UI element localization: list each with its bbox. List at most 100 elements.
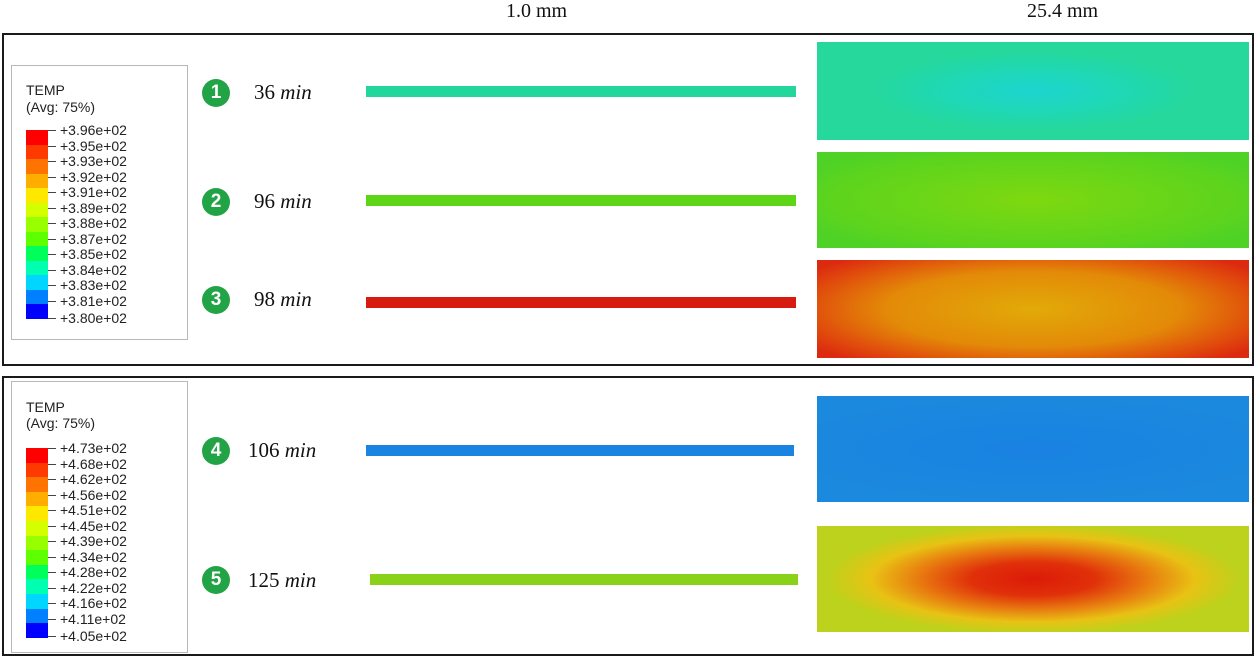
time-value: 98 bbox=[254, 287, 275, 311]
legend-swatch bbox=[26, 462, 48, 478]
legend-value: +3.81e+02 bbox=[60, 292, 127, 309]
legend-value: +4.68e+02 bbox=[60, 455, 127, 472]
legend-value: +4.62e+02 bbox=[60, 471, 127, 487]
time-label: 96 min bbox=[254, 189, 312, 214]
legend-tick bbox=[48, 525, 56, 527]
legend-tick bbox=[48, 587, 56, 589]
legend-swatch bbox=[26, 594, 48, 609]
legend-tick bbox=[48, 285, 56, 286]
panel-top: TEMP (Avg: 75%) +3.96e+02 bbox=[2, 33, 1254, 366]
legend-swatch bbox=[26, 202, 48, 218]
legend-swatch bbox=[26, 173, 48, 189]
legend-swatch bbox=[26, 448, 48, 463]
legend-tick bbox=[48, 494, 56, 496]
legend-swatch bbox=[26, 231, 48, 247]
legend-swatch bbox=[26, 217, 48, 232]
legend-value: +3.91e+02 bbox=[60, 184, 127, 200]
legend-swatch bbox=[26, 535, 48, 551]
legend-tick bbox=[48, 510, 56, 511]
legend-tick bbox=[48, 556, 56, 558]
legend-swatch bbox=[26, 506, 48, 522]
legend-swatch bbox=[26, 159, 48, 174]
time-value: 106 bbox=[248, 438, 280, 462]
step-badge: 2 bbox=[202, 188, 230, 216]
legend-tick bbox=[48, 223, 56, 224]
legend-title: TEMP bbox=[26, 399, 65, 415]
legend-tick bbox=[48, 463, 56, 465]
legend-swatch bbox=[26, 579, 48, 595]
legend-swatch bbox=[26, 564, 48, 580]
time-label: 125 min bbox=[248, 568, 316, 593]
legend-top: TEMP (Avg: 75%) +3.96e+02 bbox=[11, 65, 188, 340]
legend-tick bbox=[48, 572, 56, 573]
legend-value: +4.11e+02 bbox=[60, 610, 126, 627]
legend-color-scale bbox=[26, 448, 48, 639]
legend-value: +3.83e+02 bbox=[60, 277, 127, 293]
step-badge: 5 bbox=[202, 566, 230, 594]
legend-title: TEMP bbox=[26, 82, 65, 98]
time-value: 96 bbox=[254, 189, 275, 213]
thin-plate-bar bbox=[366, 86, 796, 97]
legend-swatch bbox=[26, 304, 48, 319]
legend-value: +4.34e+02 bbox=[60, 548, 127, 565]
legend-tick bbox=[48, 300, 56, 302]
legend-color-scale bbox=[26, 130, 48, 319]
legend-swatch bbox=[26, 491, 48, 507]
header-thick: 25.4 mm bbox=[1027, 0, 1099, 22]
time-label: 98 min bbox=[254, 287, 312, 312]
thick-plate-contour bbox=[817, 152, 1249, 248]
legend-value: +3.92e+02 bbox=[60, 168, 127, 185]
legend-tick bbox=[48, 479, 56, 480]
legend-value: +3.85e+02 bbox=[60, 246, 127, 262]
step-badge: 1 bbox=[202, 79, 230, 107]
legend-tick bbox=[48, 448, 56, 449]
legend-value: +3.95e+02 bbox=[60, 137, 127, 154]
legend-value: +3.89e+02 bbox=[60, 199, 127, 216]
time-label: 106 min bbox=[248, 438, 316, 463]
legend-value: +3.96e+02 bbox=[60, 122, 127, 138]
thin-plate-bar bbox=[366, 445, 794, 456]
legend-tick bbox=[48, 636, 56, 637]
legend-swatch bbox=[26, 275, 48, 290]
legend-value: +3.87e+02 bbox=[60, 230, 127, 247]
step-badge: 3 bbox=[202, 286, 230, 314]
legend-value: +4.16e+02 bbox=[60, 595, 127, 611]
time-value: 36 bbox=[254, 80, 275, 104]
time-unit: min bbox=[280, 287, 312, 311]
legend-tick bbox=[48, 603, 56, 604]
legend-swatch bbox=[26, 260, 48, 276]
legend-swatch bbox=[26, 188, 48, 203]
thin-plate-bar bbox=[366, 195, 796, 206]
step-badge: 4 bbox=[202, 437, 230, 465]
time-value: 125 bbox=[248, 568, 280, 592]
thick-plate-contour bbox=[817, 526, 1249, 632]
legend-value: +4.73e+02 bbox=[60, 440, 127, 456]
legend-value: +4.56e+02 bbox=[60, 486, 127, 503]
legend-value: +3.80e+02 bbox=[60, 310, 127, 326]
legend-swatch bbox=[26, 521, 48, 536]
legend-swatch bbox=[26, 246, 48, 261]
legend-swatch bbox=[26, 130, 48, 145]
legend-swatch bbox=[26, 477, 48, 493]
legend-value: +4.22e+02 bbox=[60, 579, 127, 596]
thin-plate-bar bbox=[366, 297, 796, 308]
time-unit: min bbox=[280, 80, 312, 104]
legend-value: +4.05e+02 bbox=[60, 628, 127, 644]
panel-bottom: TEMP (Avg: 75%) +4.73e+02 bbox=[2, 376, 1254, 656]
legend-bottom: TEMP (Avg: 75%) +4.73e+02 bbox=[11, 381, 188, 653]
legend-tick bbox=[48, 618, 56, 620]
legend-swatch bbox=[26, 144, 48, 160]
thin-plate-bar bbox=[370, 574, 798, 585]
legend-swatch bbox=[26, 608, 48, 624]
legend-value: +3.84e+02 bbox=[60, 261, 127, 278]
time-unit: min bbox=[280, 189, 312, 213]
legend-value: +4.28e+02 bbox=[60, 564, 127, 580]
time-unit: min bbox=[284, 568, 317, 592]
legend-tick bbox=[48, 238, 56, 240]
legend-tick bbox=[48, 318, 56, 319]
legend-tick bbox=[48, 145, 56, 147]
time-label: 36 min bbox=[254, 80, 312, 105]
legend-subtitle: (Avg: 75%) bbox=[26, 99, 95, 115]
legend-subtitle: (Avg: 75%) bbox=[26, 415, 95, 431]
thick-plate-contour bbox=[817, 42, 1249, 140]
